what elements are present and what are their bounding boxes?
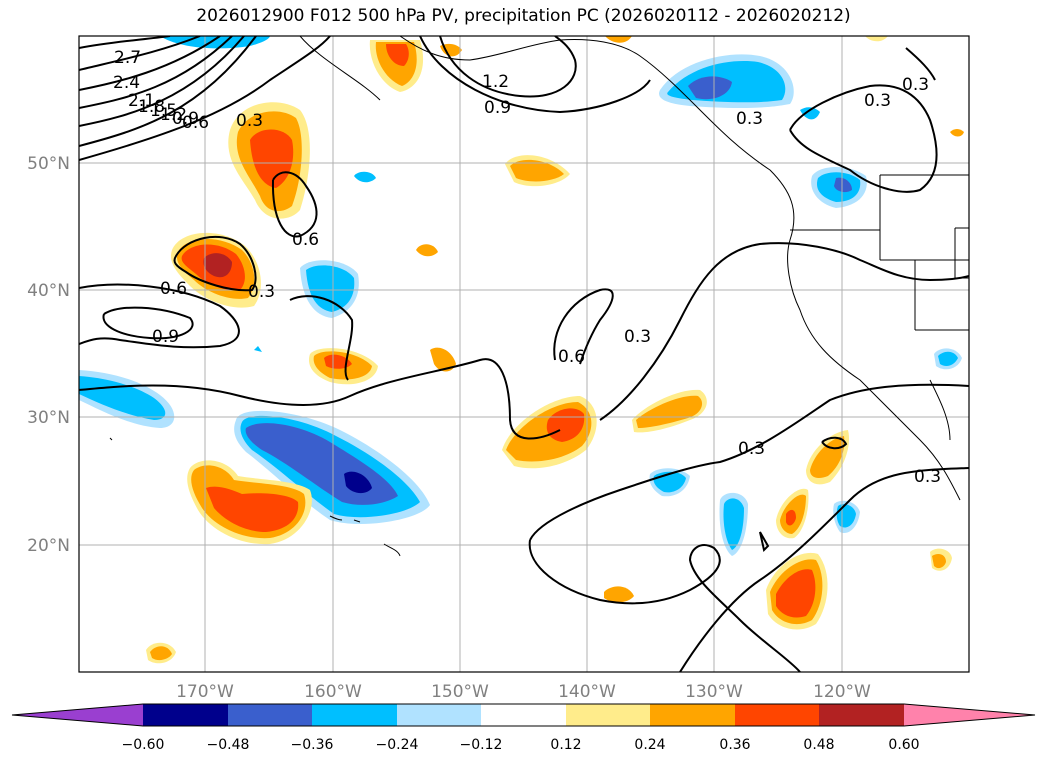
colorbar-extend-low <box>12 704 143 726</box>
contour-label: 0.3 <box>864 91 891 111</box>
longitude-labels: 170°W 160°W 150°W 140°W 130°W 120°W <box>176 682 871 702</box>
lat-tick-label: 30°N <box>27 408 70 428</box>
lon-tick-label: 140°W <box>558 682 616 702</box>
contour-label: 1.5 <box>150 101 177 121</box>
colorbar-segment <box>228 704 312 726</box>
colorbar-outline <box>11 703 1036 727</box>
colorbar-label: −0.24 <box>376 737 419 753</box>
contour-label: 1.2 <box>482 72 509 92</box>
colorbar-label: 0.48 <box>803 737 834 753</box>
lon-tick-label: 170°W <box>176 682 234 702</box>
contour-label: 1.2 <box>160 105 187 125</box>
colorbar-segment <box>312 704 397 726</box>
contour-labels: 2.7 2.4 2.1 1.8 1.5 1.2 0.9 0.6 0.3 1.2 … <box>113 48 941 487</box>
contour-label: 0.9 <box>152 327 179 347</box>
colorbar-label: −0.12 <box>460 737 503 753</box>
colorbar-label: 0.24 <box>634 737 665 753</box>
contour-label: 0.6 <box>160 279 187 299</box>
colorbar-label: 0.12 <box>550 737 581 753</box>
colorbar-segment <box>143 704 228 726</box>
contour-label: 0.3 <box>902 75 929 95</box>
contour-label: 0.3 <box>248 282 275 302</box>
contour-label: 2.1 <box>128 91 155 111</box>
contour-label: 0.6 <box>182 113 209 133</box>
contour-label: 1.8 <box>138 97 165 117</box>
contour-label: 2.7 <box>114 48 141 68</box>
colorbar-label: 0.60 <box>888 737 919 753</box>
colorbar-segment <box>481 704 566 726</box>
coastlines <box>109 36 969 557</box>
precip-shading <box>79 36 964 664</box>
contour-label: 0.9 <box>172 109 199 129</box>
contour-label: 2.4 <box>113 73 140 93</box>
contour-label: 0.6 <box>292 230 319 250</box>
contour-label: 0.6 <box>558 347 585 367</box>
colorbar-segment <box>650 704 735 726</box>
colorbar-label: 0.36 <box>719 737 750 753</box>
colorbar-segment <box>735 704 819 726</box>
contour-label: 0.9 <box>484 98 511 118</box>
map-title: 2026012900 F012 500 hPa PV, precipitatio… <box>196 6 851 26</box>
pv-contours <box>79 36 969 672</box>
lon-tick-label: 160°W <box>304 682 362 702</box>
contour-label: 0.3 <box>914 467 941 487</box>
lat-tick-label: 50°N <box>27 154 70 174</box>
gridlines <box>79 36 969 672</box>
colorbar-extend-high <box>904 704 1035 726</box>
lon-tick-label: 150°W <box>431 682 489 702</box>
contour-label: 0.3 <box>736 109 763 129</box>
colorbar-label: −0.60 <box>122 737 165 753</box>
contour-label: 0.3 <box>624 327 651 347</box>
colorbar: −0.60 −0.48 −0.36 −0.24 −0.12 0.12 0.24 … <box>11 703 1036 753</box>
map-background <box>79 36 969 672</box>
contour-label: 0.3 <box>236 111 263 131</box>
lat-tick-label: 40°N <box>27 281 70 301</box>
colorbar-label: −0.48 <box>207 737 250 753</box>
latitude-labels: 50°N 40°N 30°N 20°N <box>27 154 70 556</box>
colorbar-label: −0.36 <box>291 737 334 753</box>
colorbar-segment <box>566 704 650 726</box>
colorbar-segment <box>397 704 481 726</box>
contour-label: 0.3 <box>738 439 765 459</box>
lon-tick-label: 120°W <box>813 682 871 702</box>
colorbar-segment <box>819 704 904 726</box>
lat-tick-label: 20°N <box>27 536 70 556</box>
map-frame <box>78 35 970 673</box>
lon-tick-label: 130°W <box>685 682 743 702</box>
